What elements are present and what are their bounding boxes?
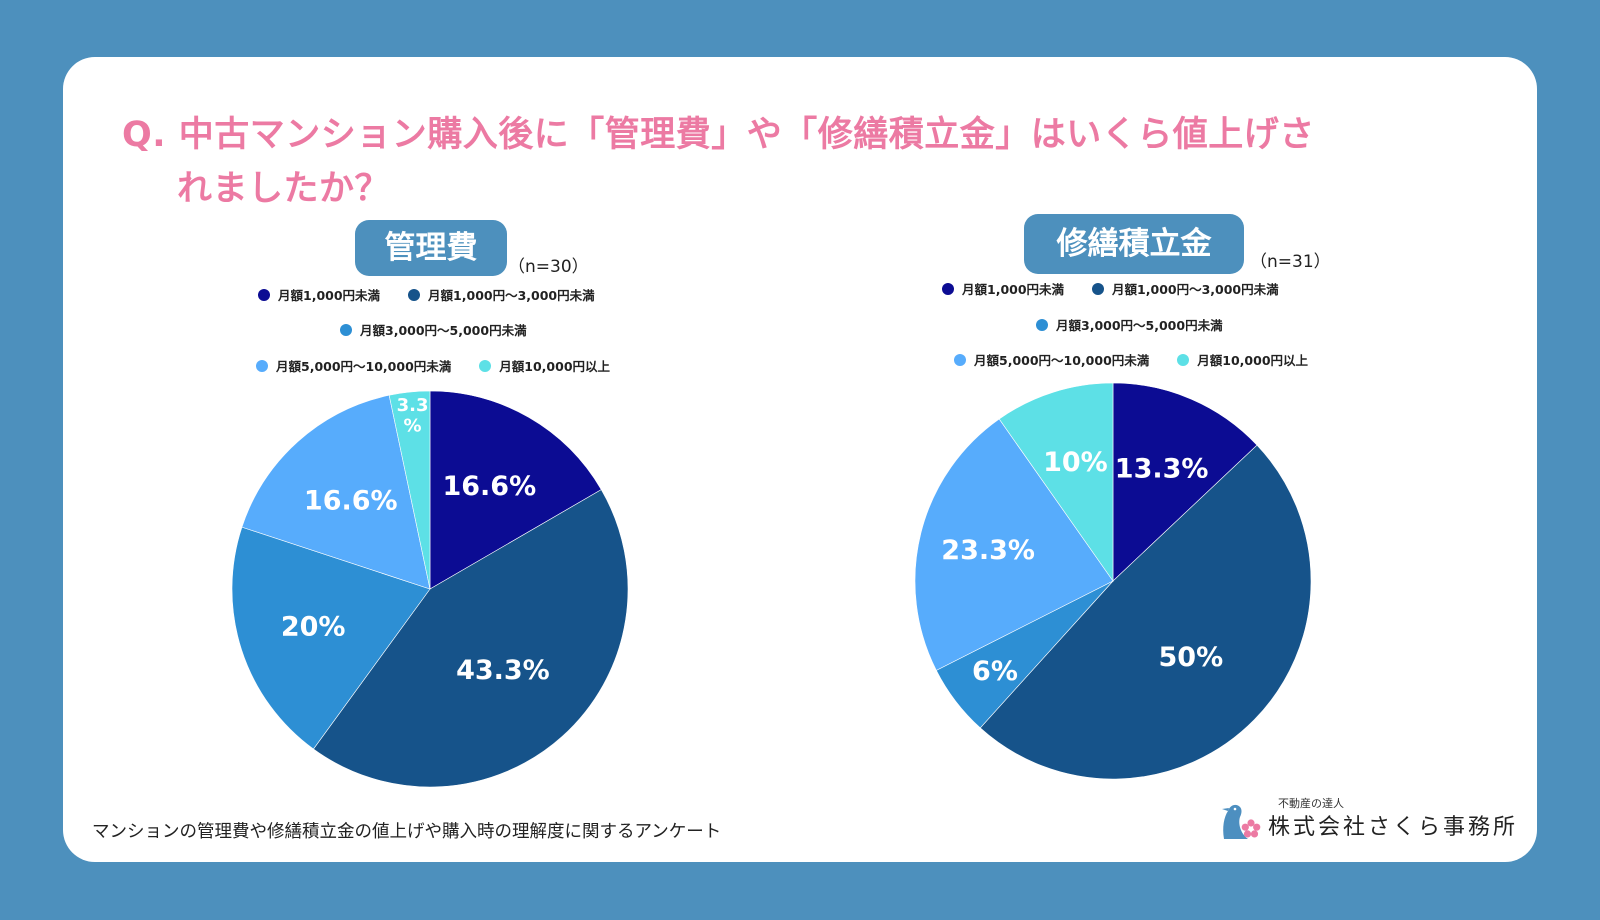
legend-item: 月額1,000円未満	[942, 279, 1064, 298]
sample-size-repair-reserve: （n=31）	[1250, 252, 1331, 272]
pie-slice	[241, 394, 431, 590]
question-title-line1: Q. 中古マンション購入後に「管理費」や「修繕積立金」はいくら値上げさ	[122, 115, 1315, 155]
legend-label: 月額3,000円〜5,000円未満	[1056, 318, 1223, 333]
pie-data-label: 20%	[281, 612, 346, 643]
legend-dot	[256, 359, 268, 372]
legend-dot	[1177, 353, 1190, 366]
legend-item: 月額3,000円〜5,000円未満	[340, 320, 527, 339]
legend-dot	[942, 282, 954, 295]
legend-label: 月額5,000円〜10,000円未満	[276, 359, 452, 374]
legend-dot	[954, 353, 966, 366]
legend-label: 月額5,000円〜10,000円未満	[974, 353, 1150, 368]
legend-dot	[408, 288, 421, 301]
legend-label: 月額1,000円未満	[278, 288, 381, 303]
pie-slice	[998, 382, 1114, 582]
legend-dot	[340, 323, 352, 336]
legend-label: 月額3,000円〜5,000円未満	[360, 323, 527, 338]
legend-item: 月額1,000円〜3,000円未満	[1092, 279, 1279, 298]
legend-item: 月額10,000円以上	[1177, 350, 1308, 369]
legend-label: 月額10,000円以上	[499, 359, 611, 374]
pie-data-label: 10%	[1043, 447, 1108, 478]
question-title-line2: れましたか？	[177, 169, 391, 209]
pie-data-label: 50%	[1159, 642, 1224, 673]
pie-slice	[1112, 382, 1258, 582]
legend-label: 月額10,000円以上	[1197, 353, 1309, 368]
pie-slice	[231, 526, 431, 750]
legend-label: 月額1,000円〜3,000円未満	[1112, 282, 1279, 297]
chart-title-badge-repair-reserve: 修繕積立金	[1024, 214, 1244, 274]
legend-dot	[258, 288, 270, 301]
pie-data-label: 16.6%	[304, 485, 398, 516]
pie-slice	[312, 489, 629, 788]
legend-dot	[1092, 282, 1105, 295]
legend-dot	[1036, 318, 1048, 331]
chart-title-badge-management-fee: 管理費	[355, 220, 507, 276]
question-title: Q. 中古マンション購入後に「管理費」や「修繕積立金」はいくら値上げさ れました…	[122, 108, 1462, 216]
legend-item: 月額10,000円以上	[479, 356, 610, 375]
pie-slice	[429, 390, 602, 590]
pie-slice	[388, 390, 431, 590]
logo-tagline: 不動産の達人	[1278, 797, 1344, 810]
pie-data-label: 3.3%	[397, 395, 429, 437]
logo-company-name: 株式会社さくら事務所	[1268, 815, 1519, 840]
bird-sakura-icon	[1222, 804, 1261, 839]
legend-dot	[479, 359, 492, 372]
legend-label: 月額1,000円〜3,000円未満	[428, 288, 595, 303]
pie-slice	[914, 418, 1114, 671]
pie-slice	[979, 444, 1312, 780]
legend-item: 月額1,000円未満	[258, 285, 380, 304]
pie-data-label: 6%	[972, 656, 1018, 687]
sample-size-management-fee: （n=30）	[508, 257, 589, 277]
pie-data-label: 16.6%	[442, 471, 536, 502]
pie-data-label: 23.3%	[941, 535, 1035, 566]
pie-data-label: 13.3%	[1115, 453, 1209, 484]
legend-item: 月額5,000円〜10,000円未満	[256, 356, 451, 375]
legend-label: 月額1,000円未満	[962, 282, 1065, 297]
pie-data-label: 43.3%	[456, 655, 550, 686]
legend-item: 月額3,000円〜5,000円未満	[1036, 315, 1223, 334]
company-logo: 不動産の達人 株式会社さくら事務所	[1218, 795, 1518, 845]
survey-source-note: マンションの管理費や修繕積立金の値上げや購入時の理解度に関するアンケート	[92, 822, 722, 842]
legend-item: 月額5,000円〜10,000円未満	[954, 350, 1149, 369]
legend-item: 月額1,000円〜3,000円未満	[408, 285, 595, 304]
